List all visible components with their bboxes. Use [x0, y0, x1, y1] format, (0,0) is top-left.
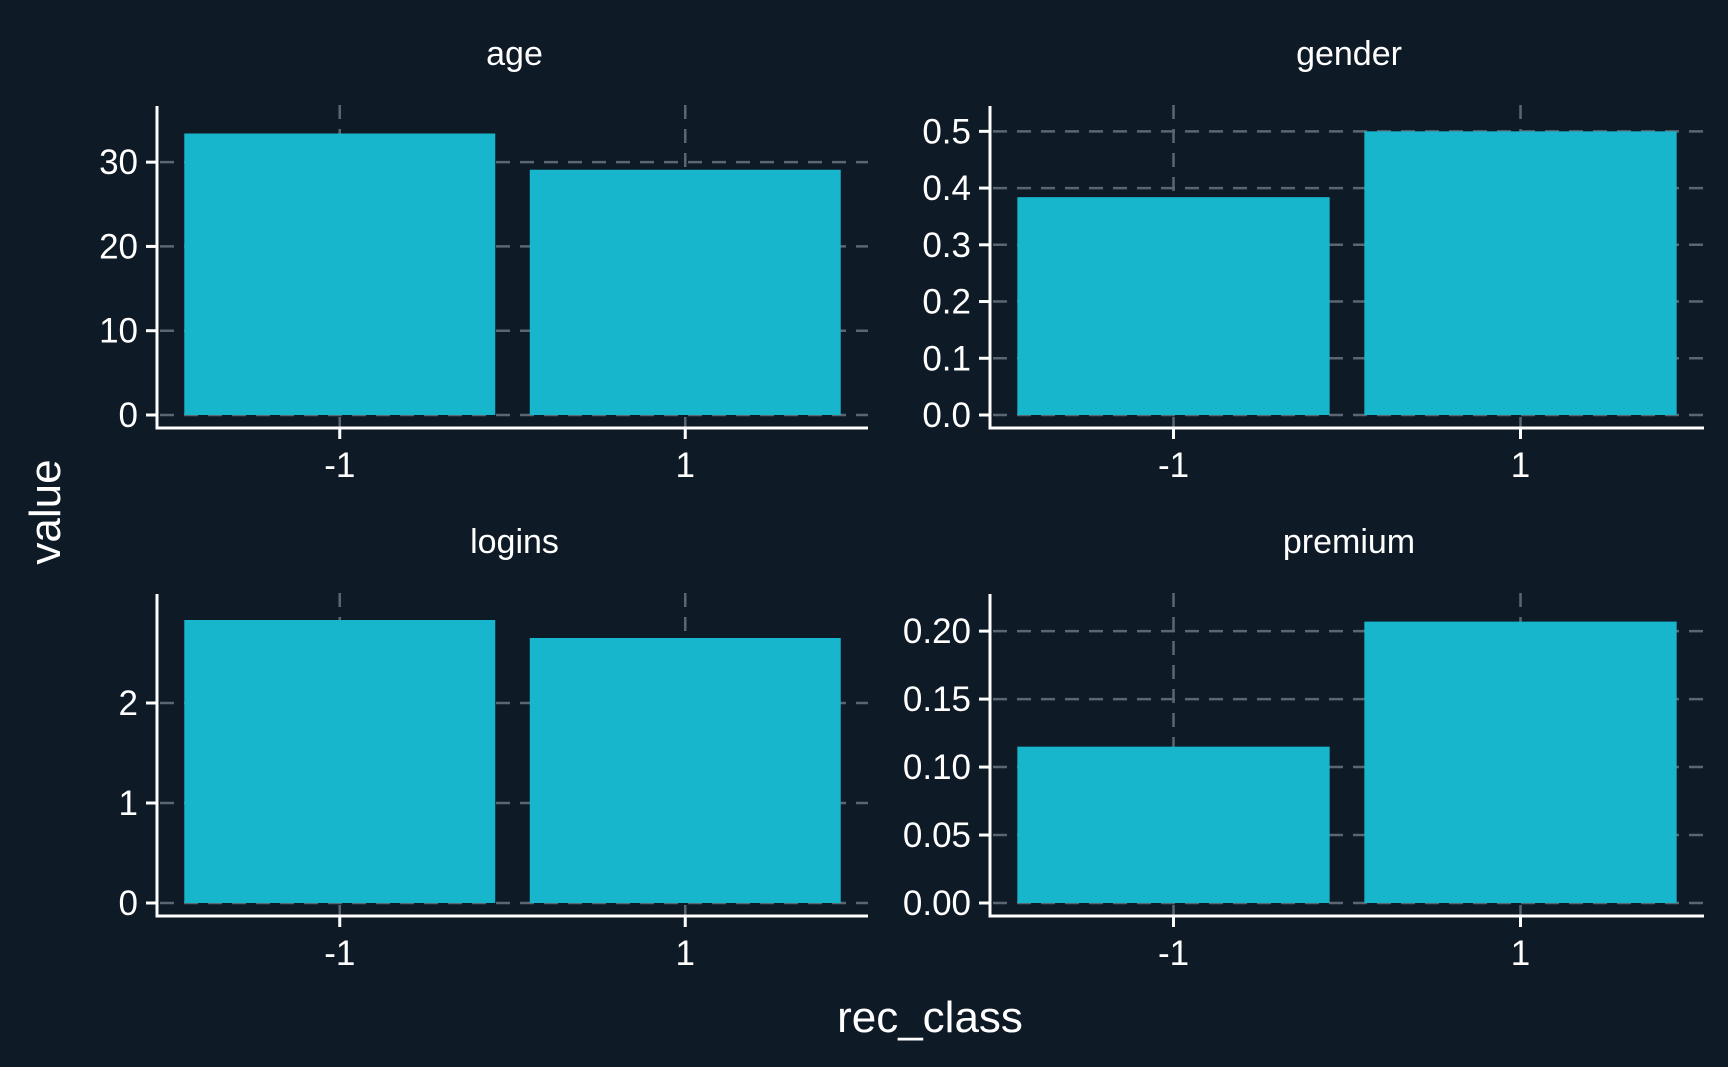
facet-panel-logins: 0 1 2 -1 1 logins — [119, 523, 868, 973]
y-tick-label: 20 — [99, 227, 138, 266]
x-tick-label: 1 — [676, 934, 695, 973]
bar-age-1 — [529, 169, 841, 415]
x-axis-title: rec_class — [837, 993, 1023, 1042]
facet-title: gender — [1296, 35, 1402, 73]
facet-title: logins — [470, 523, 559, 561]
y-tick-label: 0.4 — [922, 169, 971, 208]
facet-panel-age: 0 10 20 30 -1 1 age — [99, 35, 868, 485]
bar-premium--1 — [1017, 746, 1330, 903]
y-tick-label: 0 — [119, 396, 138, 435]
bar-gender-1 — [1364, 131, 1677, 415]
bar-logins-1 — [529, 638, 841, 903]
facet-panel-gender: 0.0 0.1 0.2 0.3 0.4 0.5 -1 1 gender — [922, 35, 1704, 485]
x-tick-label: 1 — [1511, 446, 1530, 485]
bar-premium-1 — [1364, 621, 1677, 903]
y-tick-label: 0.2 — [922, 283, 971, 322]
y-tick-label: 0.20 — [903, 612, 971, 651]
y-tick-label: 2 — [119, 684, 138, 723]
y-tick-label: 0.3 — [922, 226, 971, 265]
y-tick-label: 0.05 — [903, 816, 971, 855]
x-tick-label: -1 — [324, 446, 355, 485]
y-tick-label: 10 — [99, 312, 138, 351]
y-tick-label: 30 — [99, 143, 138, 182]
facet-panel-premium: 0.00 0.05 0.10 0.15 0.20 -1 1 premium — [903, 523, 1704, 973]
x-tick-label: 1 — [676, 446, 695, 485]
bar-age--1 — [184, 133, 496, 415]
y-tick-label: 0.00 — [903, 884, 971, 923]
bar-logins--1 — [184, 620, 496, 903]
y-tick-label: 0.15 — [903, 680, 971, 719]
y-tick-label: 0 — [119, 884, 138, 923]
y-tick-label: 1 — [119, 784, 138, 823]
y-tick-label: 0.0 — [922, 396, 971, 435]
facet-title: age — [486, 35, 543, 73]
y-tick-label: 0.1 — [922, 339, 971, 378]
x-tick-label: -1 — [1158, 934, 1189, 973]
x-tick-label: -1 — [1158, 446, 1189, 485]
y-tick-label: 0.5 — [922, 112, 971, 151]
bar-gender--1 — [1017, 197, 1330, 415]
y-tick-label: 0.10 — [903, 748, 971, 787]
facet-title: premium — [1283, 523, 1415, 561]
x-tick-label: 1 — [1511, 934, 1530, 973]
y-axis-title: value — [21, 459, 70, 564]
x-tick-label: -1 — [324, 934, 355, 973]
